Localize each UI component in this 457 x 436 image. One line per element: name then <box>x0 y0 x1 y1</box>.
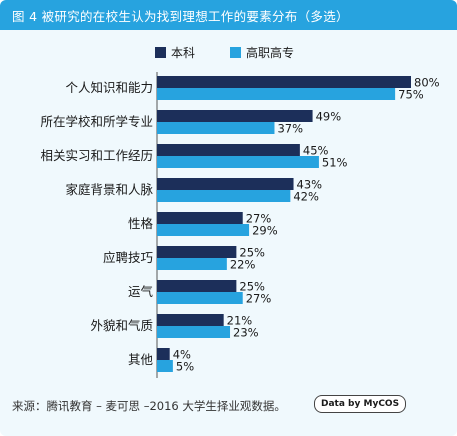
data-label: 25% <box>239 246 265 260</box>
bar <box>157 314 224 326</box>
bar <box>157 360 173 372</box>
data-label: 25% <box>239 280 265 294</box>
brand-badge: Data by MyCOS <box>314 395 407 413</box>
legend-swatch <box>230 47 241 58</box>
category-label: 其他 <box>128 352 154 367</box>
legend-swatch <box>155 47 166 58</box>
category-label: 相关实习和工作经历 <box>40 148 153 163</box>
category-label: 家庭背景和人脉 <box>65 182 153 197</box>
chart-title: 图 4 被研究的在校生认为找到理想工作的要素分布（多选） <box>12 9 349 24</box>
legend-label: 高职高专 <box>246 45 294 60</box>
bar <box>157 110 313 122</box>
data-label: 51% <box>322 156 348 170</box>
data-label: 37% <box>277 122 303 136</box>
data-label: 27% <box>246 292 272 306</box>
bar <box>157 212 243 224</box>
data-label: 49% <box>316 110 342 124</box>
bar <box>157 326 231 338</box>
bar <box>157 246 237 258</box>
bar <box>157 224 250 236</box>
source-note: 来源：腾讯教育 – 麦可思 –2016 大学生择业观数据。 <box>12 399 286 413</box>
bar <box>157 292 243 304</box>
data-label: 29% <box>252 224 278 238</box>
data-label: 4% <box>173 348 191 362</box>
bar <box>157 178 294 190</box>
data-label: 22% <box>230 258 256 272</box>
data-label: 75% <box>398 88 424 102</box>
bar <box>157 190 291 202</box>
bar <box>157 156 319 168</box>
bar <box>157 258 227 270</box>
legend-label: 本科 <box>171 46 195 60</box>
bar <box>157 88 396 100</box>
data-label: 23% <box>233 326 259 340</box>
bar <box>157 348 170 360</box>
data-label: 45% <box>303 144 329 158</box>
category-label: 外貌和气质 <box>90 318 153 333</box>
bar <box>157 280 237 292</box>
bar <box>157 122 275 134</box>
title-bar: 图 4 被研究的在校生认为找到理想工作的要素分布（多选） <box>0 0 457 30</box>
legend-item: 高职高专 <box>230 45 294 60</box>
bar <box>157 144 300 156</box>
category-label: 性格 <box>128 216 154 231</box>
category-label: 所在学校和所学专业 <box>40 114 153 129</box>
category-label: 应聘技巧 <box>103 250 153 265</box>
data-label: 21% <box>227 314 253 328</box>
category-label: 运气 <box>128 284 154 299</box>
legend-item: 本科 <box>155 46 195 60</box>
data-label: 80% <box>414 76 440 90</box>
data-label: 43% <box>297 178 323 192</box>
bar <box>157 76 411 88</box>
category-label: 个人知识和能力 <box>65 80 153 95</box>
data-label: 27% <box>246 212 272 226</box>
data-label: 42% <box>293 190 319 204</box>
data-label: 5% <box>176 360 194 374</box>
